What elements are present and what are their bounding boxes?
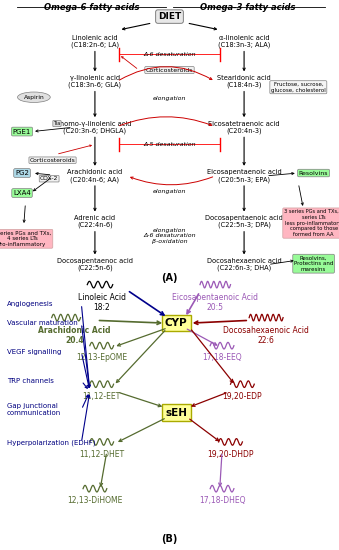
Text: 19,20-DHDP: 19,20-DHDP bbox=[207, 450, 254, 459]
Text: sEH: sEH bbox=[165, 408, 187, 417]
Text: Arachidonic acid
(C20:4n-6; AA): Arachidonic acid (C20:4n-6; AA) bbox=[67, 169, 122, 183]
Text: 3 series PGs and TXs, 5
series LTs
less pro-inflammatory
compared to those
forme: 3 series PGs and TXs, 5 series LTs less … bbox=[284, 209, 339, 237]
Text: 2 series PGs and TXs,
4 series LTs
Pro-inflammatory: 2 series PGs and TXs, 4 series LTs Pro-i… bbox=[0, 230, 52, 247]
Text: γ-linolenic acid
(C18:3n-6; GLA): γ-linolenic acid (C18:3n-6; GLA) bbox=[68, 75, 121, 88]
Text: Docosapentaenoic acid
(C22:5n-3; DPA): Docosapentaenoic acid (C22:5n-3; DPA) bbox=[205, 215, 283, 228]
Text: Δ-6 desaturation: Δ-6 desaturation bbox=[143, 52, 196, 57]
Text: Eicosapentaenoic Acid
20:5: Eicosapentaenoic Acid 20:5 bbox=[172, 293, 258, 312]
Text: Stearidonic acid
(C18:4n-3): Stearidonic acid (C18:4n-3) bbox=[217, 75, 271, 88]
Text: Gap junctional
communication: Gap junctional communication bbox=[7, 403, 61, 416]
Text: Eicosapentaenoic acid
(C20:5n-3; EPA): Eicosapentaenoic acid (C20:5n-3; EPA) bbox=[207, 169, 281, 183]
Text: Omega-6 fatty acids: Omega-6 fatty acids bbox=[44, 3, 139, 12]
Text: elongation: elongation bbox=[153, 96, 186, 101]
Text: ihomo-γ-linolenic acid
(C20:3n-6; DHGLA): ihomo-γ-linolenic acid (C20:3n-6; DHGLA) bbox=[58, 120, 132, 134]
Text: PG2: PG2 bbox=[15, 170, 29, 176]
Text: Docosapentaenoc acid
(C22:5n-6): Docosapentaenoc acid (C22:5n-6) bbox=[57, 258, 133, 271]
Text: 17,18-DHEQ: 17,18-DHEQ bbox=[199, 496, 245, 505]
Text: Angiogenesis: Angiogenesis bbox=[7, 301, 53, 307]
Text: Aspirin: Aspirin bbox=[23, 95, 44, 100]
Text: Linoleic Acid
18:2: Linoleic Acid 18:2 bbox=[78, 293, 126, 312]
Text: 11,12-DHET: 11,12-DHET bbox=[79, 450, 124, 459]
Text: PGE1: PGE1 bbox=[13, 129, 31, 135]
Text: DIET: DIET bbox=[158, 12, 181, 21]
Text: COX-2: COX-2 bbox=[40, 176, 58, 182]
Text: Corticosteroids: Corticosteroids bbox=[146, 68, 193, 73]
Text: Docosahexaenoic acid
(C22:6n-3; DHA): Docosahexaenoic acid (C22:6n-3; DHA) bbox=[207, 258, 281, 271]
Text: Vascular maturation: Vascular maturation bbox=[7, 320, 78, 326]
Text: 17,18-EEQ: 17,18-EEQ bbox=[202, 354, 242, 362]
Text: Hyperpolarization (EDHF): Hyperpolarization (EDHF) bbox=[7, 439, 95, 446]
Text: elongation
Δ-6 desaturation
β-oxidation: elongation Δ-6 desaturation β-oxidation bbox=[143, 228, 196, 244]
Text: 12,13-EpOME: 12,13-EpOME bbox=[76, 354, 127, 362]
Text: α-linolenic acid
(C18:3n-3; ALA): α-linolenic acid (C18:3n-3; ALA) bbox=[218, 35, 270, 48]
Text: Tia: Tia bbox=[53, 121, 61, 126]
Text: Fructose, sucrose,
glucose, cholesterol: Fructose, sucrose, glucose, cholesterol bbox=[271, 82, 326, 92]
Text: (A): (A) bbox=[161, 273, 178, 283]
Text: 19,20-EDP: 19,20-EDP bbox=[223, 392, 262, 401]
Text: Resolvins,
Protectins and
maresins: Resolvins, Protectins and maresins bbox=[294, 255, 333, 272]
Text: Δ-5 desaturation: Δ-5 desaturation bbox=[143, 142, 196, 147]
Text: Adrenic acid
(C22:4n-6): Adrenic acid (C22:4n-6) bbox=[74, 215, 116, 228]
Text: Linolenic acid
(C18:2n-6; LA): Linolenic acid (C18:2n-6; LA) bbox=[71, 35, 119, 48]
Text: Corticosteroids: Corticosteroids bbox=[30, 158, 75, 163]
Text: TRP channels: TRP channels bbox=[7, 378, 54, 384]
Text: Eicosatetraenoic acid
(C20:4n-3): Eicosatetraenoic acid (C20:4n-3) bbox=[208, 120, 280, 134]
Text: elongation: elongation bbox=[153, 189, 186, 194]
Text: 11,12-EET: 11,12-EET bbox=[83, 392, 121, 401]
Text: VEGF signalling: VEGF signalling bbox=[7, 349, 61, 355]
Text: Arachidonic Acid
20.4: Arachidonic Acid 20.4 bbox=[38, 326, 111, 345]
Text: 12,13-DiHOME: 12,13-DiHOME bbox=[67, 496, 123, 505]
Text: Omega-3 fatty acids: Omega-3 fatty acids bbox=[200, 3, 295, 12]
Text: (B): (B) bbox=[161, 535, 178, 544]
Text: Resolvins: Resolvins bbox=[299, 170, 328, 175]
Text: CYP: CYP bbox=[165, 318, 187, 328]
Text: Docosahexaenoic Acid
22:6: Docosahexaenoic Acid 22:6 bbox=[223, 326, 309, 345]
Text: LXA4: LXA4 bbox=[13, 190, 31, 196]
